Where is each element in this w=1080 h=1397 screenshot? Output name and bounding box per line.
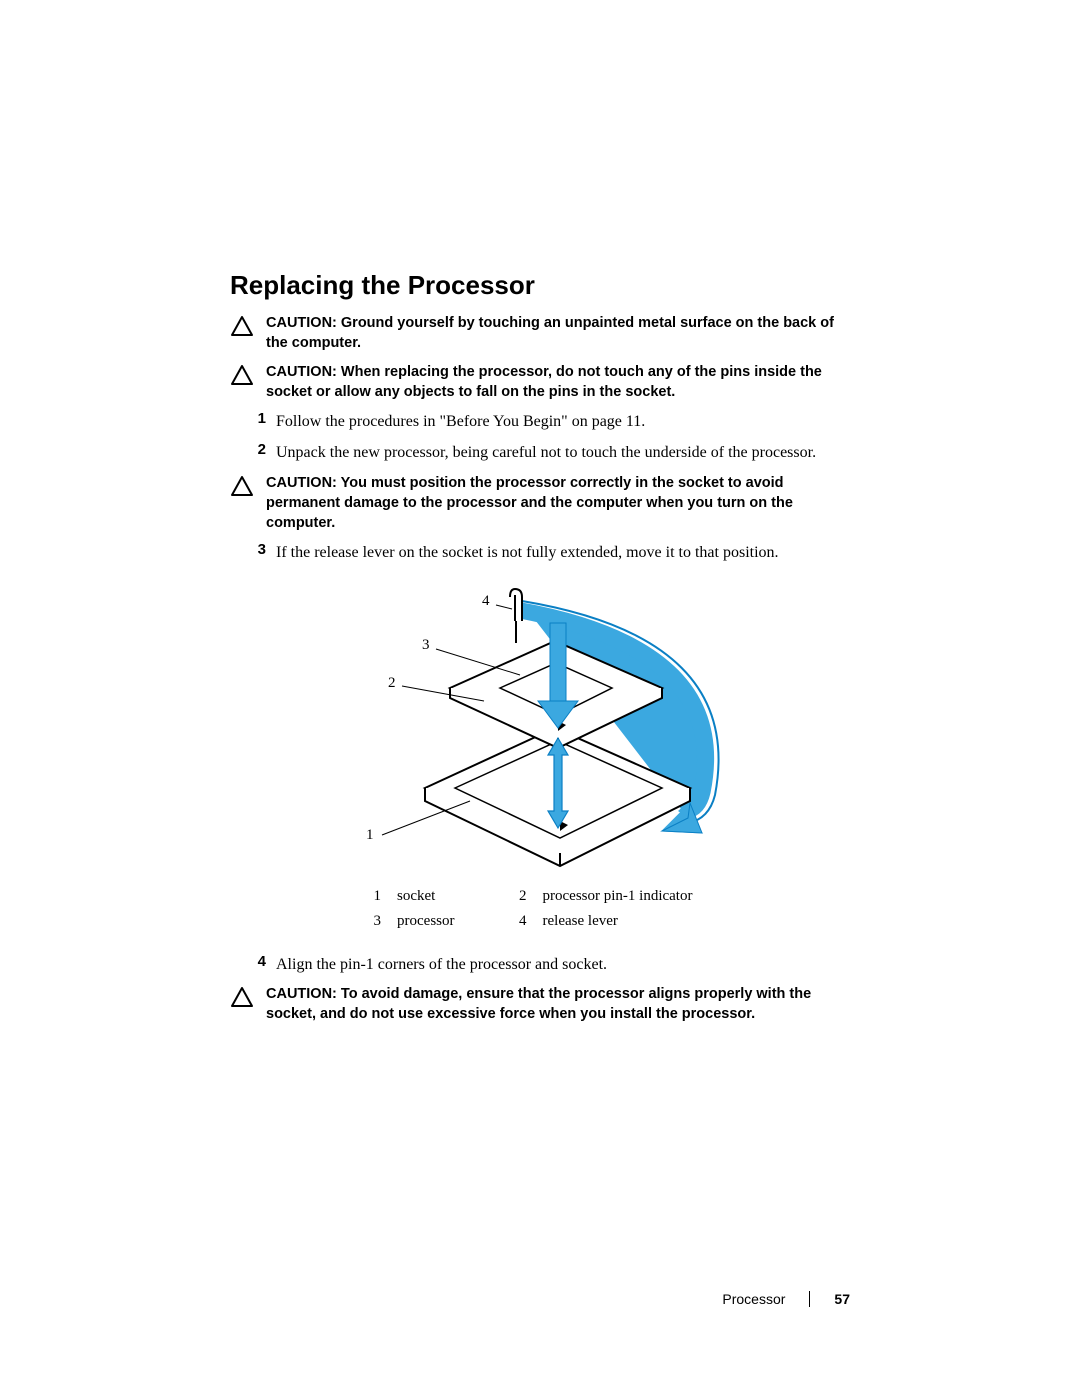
legend-text: processor — [397, 910, 517, 933]
step-number: 4 — [240, 953, 266, 970]
table-row: 3 processor 4 release lever — [374, 910, 707, 933]
step-text: Align the pin-1 corners of the processor… — [276, 953, 850, 976]
step-text: Unpack the new processor, being careful … — [276, 441, 850, 464]
step-3: 3 If the release lever on the socket is … — [230, 541, 850, 564]
step-4: 4 Align the pin-1 corners of the process… — [230, 953, 850, 976]
diagram-svg — [310, 583, 770, 873]
step-number: 1 — [240, 410, 266, 427]
step-2: 2 Unpack the new processor, being carefu… — [230, 441, 850, 464]
section-heading: Replacing the Processor — [230, 270, 850, 301]
diagram-label-1: 1 — [366, 827, 374, 844]
legend-num: 2 — [519, 885, 541, 908]
caution-3: CAUTION: You must position the processor… — [230, 473, 850, 534]
caution-4: CAUTION: To avoid damage, ensure that th… — [230, 984, 850, 1025]
caution-icon — [230, 986, 258, 1013]
legend-text: socket — [397, 885, 517, 908]
legend-num: 3 — [374, 910, 396, 933]
diagram-label-4: 4 — [482, 593, 490, 610]
step-text: If the release lever on the socket is no… — [276, 541, 850, 564]
footer-page-number: 57 — [834, 1291, 850, 1307]
caution-icon — [230, 315, 258, 342]
diagram-legend: 1 socket 2 processor pin-1 indicator 3 p… — [372, 883, 709, 935]
footer-section-name: Processor — [722, 1291, 785, 1307]
step-1: 1 Follow the procedures in "Before You B… — [230, 410, 850, 433]
caution-icon — [230, 364, 258, 391]
page-footer: Processor 57 — [722, 1291, 850, 1307]
legend-text: processor pin-1 indicator — [543, 885, 707, 908]
diagram-label-2: 2 — [388, 675, 396, 692]
caution-1: CAUTION: Ground yourself by touching an … — [230, 313, 850, 354]
caution-text: CAUTION: You must position the processor… — [266, 473, 850, 534]
legend-num: 4 — [519, 910, 541, 933]
processor-diagram: 1 2 3 4 — [310, 583, 770, 873]
caution-icon — [230, 475, 258, 502]
step-number: 2 — [240, 441, 266, 458]
caution-text: CAUTION: Ground yourself by touching an … — [266, 313, 850, 354]
diagram-label-3: 3 — [422, 637, 430, 654]
legend-text: release lever — [543, 910, 707, 933]
footer-divider — [809, 1291, 810, 1307]
legend-num: 1 — [374, 885, 396, 908]
page-content: Replacing the Processor CAUTION: Ground … — [0, 0, 1080, 1092]
caution-2: CAUTION: When replacing the processor, d… — [230, 362, 850, 403]
table-row: 1 socket 2 processor pin-1 indicator — [374, 885, 707, 908]
step-number: 3 — [240, 541, 266, 558]
caution-text: CAUTION: To avoid damage, ensure that th… — [266, 984, 850, 1025]
step-text: Follow the procedures in "Before You Beg… — [276, 410, 850, 433]
caution-text: CAUTION: When replacing the processor, d… — [266, 362, 850, 403]
